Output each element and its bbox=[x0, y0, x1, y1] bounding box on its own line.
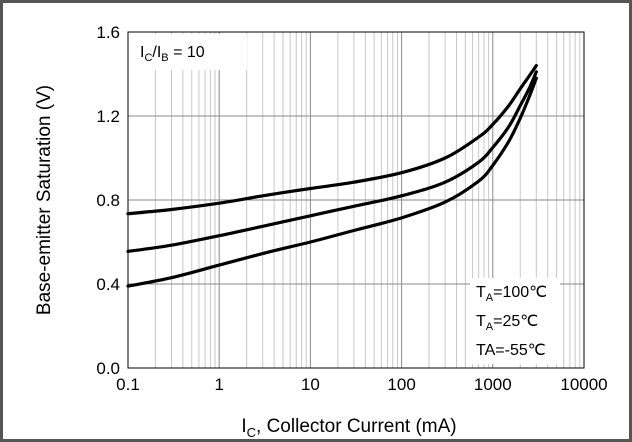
legend-label-100c: TA=100℃ bbox=[476, 284, 547, 304]
y-axis-title: Base-emitter Saturation (V) bbox=[34, 85, 55, 315]
x-tick-label: 10 bbox=[301, 375, 320, 394]
condition-box bbox=[133, 34, 247, 70]
series-line-minus55c bbox=[126, 76, 538, 288]
x-tick-label: 10000 bbox=[560, 375, 607, 394]
x-tick-label: 0.1 bbox=[116, 375, 140, 394]
series-group bbox=[126, 63, 538, 288]
y-tick-label: 0.0 bbox=[96, 359, 120, 378]
plot-area bbox=[127, 31, 585, 369]
legend-box bbox=[470, 278, 560, 364]
condition-label: IC/IB = 10 bbox=[140, 44, 205, 64]
legend-label-minus55c: TA=-55℃ bbox=[476, 342, 546, 359]
y-tick-label: 0.4 bbox=[96, 275, 120, 294]
x-tick-label: 1 bbox=[214, 375, 223, 394]
y-tick-label: 0.8 bbox=[96, 191, 120, 210]
y-tick-label: 1.6 bbox=[96, 23, 120, 42]
series-line-100c bbox=[126, 63, 538, 216]
x-axis-title: IC, Collector Current (mA) bbox=[241, 416, 456, 440]
series-line-25c bbox=[126, 70, 538, 253]
y-tick-label: 1.2 bbox=[96, 107, 120, 126]
tick-labels: 0.1 1 10 100 1000 10000 0.0 0.4 0.8 1.2 1.6 bbox=[96, 23, 607, 394]
x-tick-label: 100 bbox=[387, 375, 415, 394]
legend-label-25c: TA=25℃ bbox=[476, 313, 538, 333]
x-tick-label: 1000 bbox=[474, 375, 512, 394]
